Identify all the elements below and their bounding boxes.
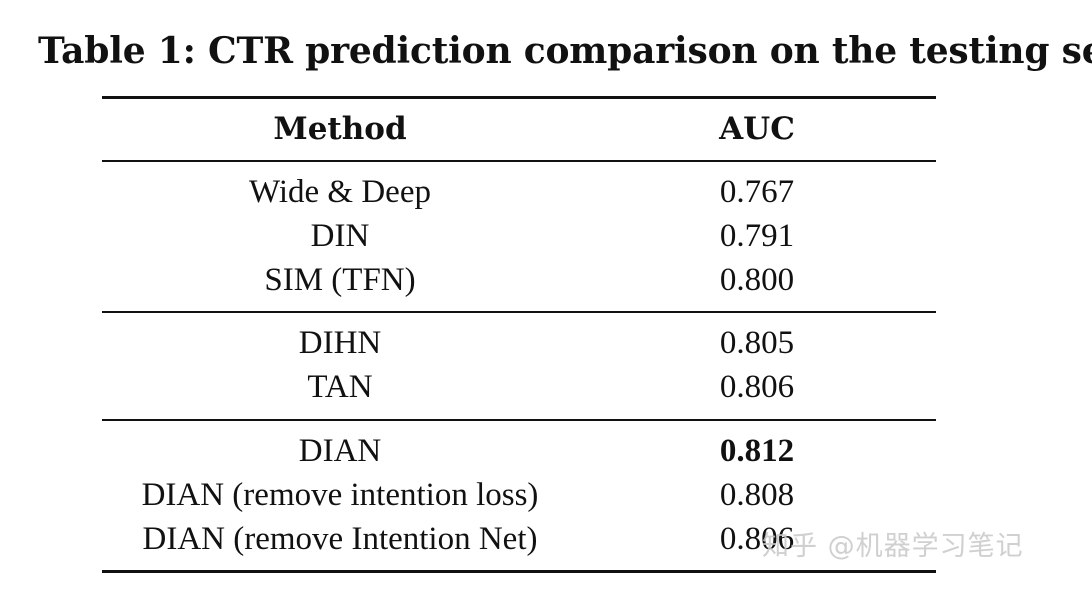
auc-cell: 0.800: [719, 262, 795, 298]
auc-cell: 0.808: [719, 477, 795, 513]
method-cell: DIAN (remove Intention Net): [142, 521, 538, 557]
table-caption: Table 1: CTR prediction comparison on th…: [38, 30, 1092, 72]
header-rule: [102, 160, 936, 162]
method-cell: DIHN: [298, 325, 382, 361]
header-auc: AUC: [719, 111, 795, 147]
method-cell: DIAN (remove intention loss): [141, 477, 539, 513]
method-cell: TAN: [307, 369, 373, 405]
group-rule: [102, 311, 936, 313]
method-cell: Wide & Deep: [249, 174, 431, 210]
method-cell: DIAN: [298, 433, 382, 469]
bottom-rule: [102, 570, 936, 573]
auc-cell: 0.767: [719, 174, 795, 210]
auc-cell: 0.806: [719, 521, 795, 557]
method-cell: DIN: [310, 218, 370, 254]
watermark: 知乎 @机器学习笔记: [762, 531, 1024, 562]
top-rule: [102, 96, 936, 99]
auc-cell: 0.791: [719, 218, 795, 254]
group-rule: [102, 419, 936, 421]
auc-cell: 0.806: [719, 369, 795, 405]
auc-cell-best: 0.812: [719, 433, 795, 469]
auc-cell: 0.805: [719, 325, 795, 361]
header-method: Method: [273, 111, 407, 147]
method-cell: SIM (TFN): [264, 262, 416, 298]
